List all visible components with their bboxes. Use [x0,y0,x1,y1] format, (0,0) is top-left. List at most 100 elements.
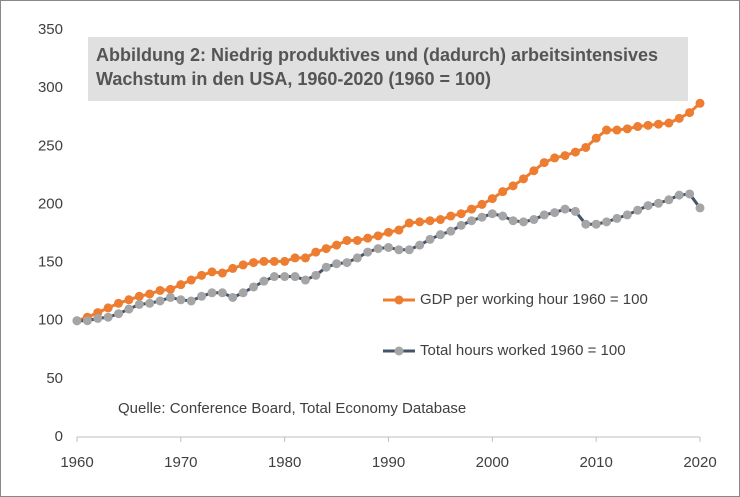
data-point [290,272,300,282]
data-point [685,189,695,199]
data-point [664,195,674,205]
data-point [280,256,290,266]
data-point [653,119,663,129]
data-point [93,313,103,323]
data-point [332,259,342,269]
data-point [217,288,227,298]
data-point [653,198,663,208]
data-point [311,247,321,257]
data-point [643,201,653,211]
data-point [664,118,674,128]
data-point [155,285,165,295]
data-point [570,147,580,157]
x-tick-label: 1970 [164,454,197,471]
data-point [518,217,528,227]
data-point [477,212,487,222]
data-point [290,253,300,263]
data-point [186,296,196,306]
source-note: Quelle: Conference Board, Total Economy … [118,400,466,417]
data-point [103,312,113,322]
data-point [332,240,342,250]
data-point [259,276,269,286]
y-tick-label: 300 [38,79,63,96]
data-point [145,298,155,308]
data-point [674,113,684,123]
data-point [622,210,632,220]
data-point [487,194,497,204]
x-tick-label: 1980 [268,454,301,471]
data-point [435,230,445,240]
legend-label: Total hours worked 1960 = 100 [420,342,626,359]
data-point [591,219,601,229]
data-point [633,205,643,215]
data-point [197,270,207,280]
data-point [415,240,425,250]
data-point [570,206,580,216]
data-point [612,125,622,135]
data-point [269,256,279,266]
data-point [674,190,684,200]
data-point [602,125,612,135]
legend-marker [394,295,404,305]
data-point [384,227,393,237]
data-point [259,256,269,266]
data-point [581,142,591,152]
data-point [591,133,601,143]
data-point [394,245,404,255]
data-point [435,215,445,225]
data-point [124,295,134,305]
data-point [467,216,477,226]
data-point [124,304,134,314]
data-point [539,158,549,168]
data-point [363,233,373,243]
data-point [228,263,238,273]
data-point [145,289,155,299]
x-tick-label: 2000 [476,454,509,471]
data-point [176,280,186,290]
data-point [217,268,227,278]
data-point [456,209,466,219]
data-point [498,187,508,197]
data-point [415,217,425,227]
data-point [249,258,259,268]
data-point [477,199,487,209]
data-point [321,262,331,272]
data-point [134,299,144,309]
legend-label: GDP per working hour 1960 = 100 [420,291,648,308]
data-point [373,231,383,241]
data-point [311,270,321,280]
y-tick-label: 200 [38,195,63,212]
data-point [82,316,92,326]
data-point [508,216,518,226]
x-tick-label: 1960 [60,454,93,471]
data-point [176,295,186,305]
data-point [186,275,196,285]
data-point [508,181,518,191]
x-tick-label: 1990 [372,454,405,471]
legend-marker [394,346,404,356]
data-point [165,292,175,302]
data-point [228,292,238,302]
data-point [446,226,456,236]
data-point [363,247,373,257]
data-point [352,253,362,263]
data-point [134,291,144,301]
data-point [622,124,632,134]
data-point [72,316,82,326]
data-point [207,288,217,298]
data-point [550,208,560,218]
data-point [404,218,414,228]
data-point [643,120,653,130]
data-point [581,219,591,229]
data-point [342,235,352,245]
data-point [550,153,560,163]
data-point [404,245,414,255]
data-point [114,298,124,308]
data-point [612,213,622,223]
data-point [425,234,435,244]
data-point [456,220,466,230]
data-point [103,303,113,313]
data-point [529,166,539,176]
data-point [165,284,175,294]
